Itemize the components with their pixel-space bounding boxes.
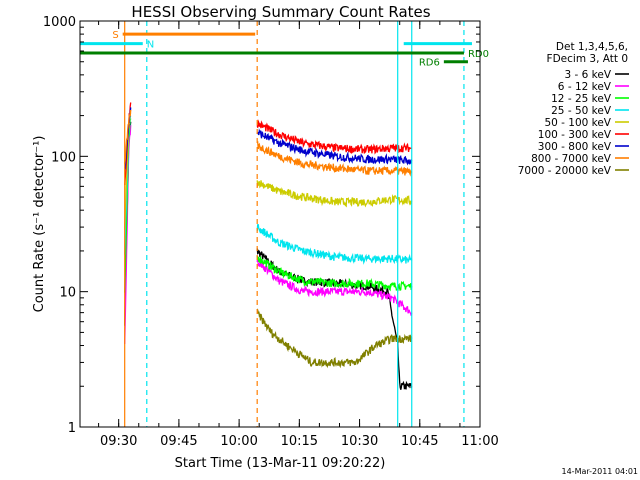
flag-label-s: S (112, 30, 118, 41)
chart-title: HESSI Observing Summary Count Rates (131, 3, 430, 21)
y-axis-label: Count Rate (s⁻¹ detector⁻¹) (32, 136, 47, 313)
x-tick-label: 10:30 (341, 434, 378, 449)
y-tick-label: 1000 (43, 15, 76, 30)
series-line (256, 140, 413, 177)
series-800-7000-kev (124, 109, 413, 177)
legend: Det 1,3,4,5,6,FDecim 3, Att 0 3 - 6 keV6 … (518, 41, 629, 177)
x-tick-label: 10:00 (220, 434, 257, 449)
series-line (256, 180, 413, 208)
legend-label: 100 - 300 keV (538, 129, 612, 141)
legend-header-line: Det 1,3,4,5,6, (556, 41, 628, 53)
series-line (256, 119, 413, 155)
legend-header-line: FDecim 3, Att 0 (547, 53, 628, 65)
x-tick-label: 11:00 (461, 434, 498, 449)
legend-label: 800 - 7000 keV (531, 153, 612, 165)
series-line (256, 257, 413, 316)
legend-label: 25 - 50 keV (551, 105, 612, 117)
x-tick-label: 10:15 (281, 434, 318, 449)
legend-label: 6 - 12 keV (558, 81, 612, 93)
flag-label-rd0: RD0 (468, 49, 489, 60)
flag-label-rd6: RD6 (419, 58, 440, 69)
y-tick-label: 100 (51, 150, 76, 165)
series-line (256, 224, 413, 265)
series-line (256, 128, 413, 166)
flag-label-n: N (147, 40, 154, 51)
legend-label: 3 - 6 keV (564, 69, 611, 81)
timestamp: 14-Mar-2011 04:01 (562, 467, 639, 476)
y-tick-label: 10 (59, 286, 76, 301)
series-7000-20000-kev (256, 308, 413, 369)
plot-frame (79, 20, 481, 428)
series-line (256, 308, 413, 369)
legend-label: 300 - 800 keV (538, 141, 612, 153)
series-line (256, 255, 413, 292)
x-tick-label: 09:45 (160, 434, 197, 449)
x-tick-label: 09:30 (100, 434, 137, 449)
y-tick-label: 1 (68, 421, 76, 436)
legend-label: 12 - 25 keV (551, 93, 612, 105)
legend-label: 50 - 100 keV (544, 117, 611, 129)
series-line (124, 109, 132, 165)
x-axis-label: Start Time (13-Mar-11 09:20:22) (175, 456, 386, 471)
x-tick-label: 10:45 (401, 434, 438, 449)
legend-label: 7000 - 20000 keV (518, 165, 612, 177)
